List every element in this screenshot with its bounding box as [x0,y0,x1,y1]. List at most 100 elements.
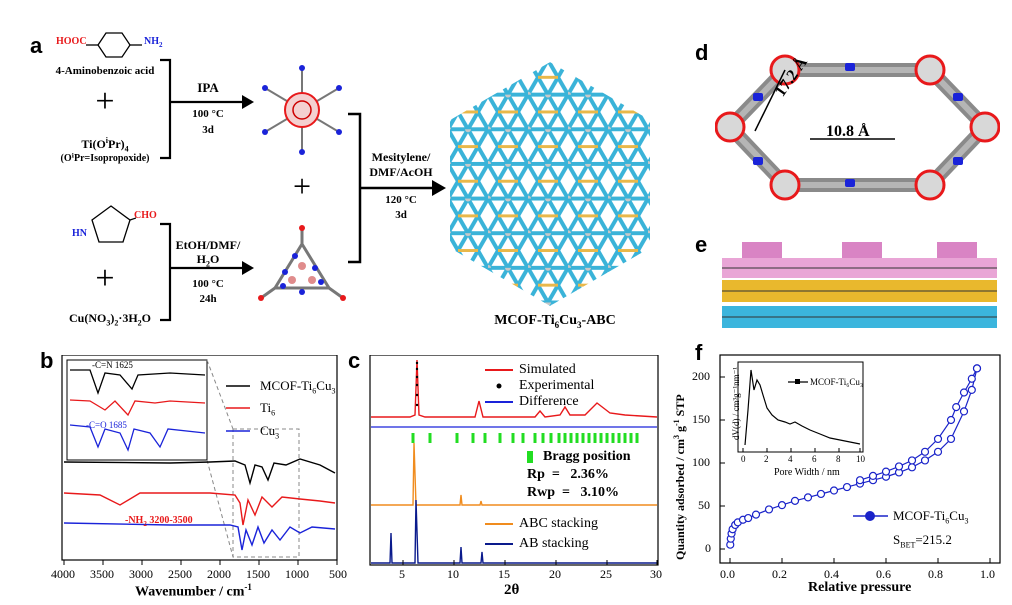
inset-xtick: 8 [836,454,841,464]
cond1-solvent: IPA [197,80,219,95]
ftir-legend-mcof: MCOF-Ti6Cu3 [260,378,336,396]
bet-ytick: 100 [692,455,710,469]
bet-point [829,486,839,495]
ftir-xtick: 500 [329,567,347,581]
aminobenzoic-acid-structure: HOOC NH2 [52,30,172,60]
reaction-arrow-3 [348,112,446,264]
cooh-group: HOOC [56,36,87,47]
bet-ytick: 200 [692,369,710,383]
bet-xlabel: Relative pressure [808,580,912,595]
pxrd-legend-simulated: Simulated [519,362,576,377]
cond2-time: 24h [199,293,217,305]
reaction-arrow-2 [160,222,254,322]
pxrd-legend-difference: Difference [519,394,579,409]
inset-xtick: 6 [812,454,817,464]
pore-structure-image [715,54,1000,201]
bet-point [959,388,969,397]
bet-xtick: 0.6 [876,567,891,581]
inset-ylabel: dV(d) / cm³g⁻¹nm⁻¹ [731,366,741,440]
pxrd-xtick: 30 [650,567,662,581]
bet-point [933,434,943,444]
cond3-temp: 120 °C [385,194,417,206]
bet-point [920,447,930,456]
reaction-arrow-1 [160,58,254,160]
ftir-xtick: 2500 [168,567,192,581]
bet-point [920,456,930,465]
ftir-xtick: 3000 [129,567,153,581]
panel-label-d: d [695,40,709,65]
bragg-position-label: Bragg position [543,449,631,464]
cond3-line1: Mesitylene/ [371,150,431,164]
bet-sbet: SBET=215.2 [893,532,952,550]
bet-point [952,402,961,412]
inset-xtick: 4 [788,454,793,464]
plus-sign-2: + [292,168,312,204]
plus-sign-3: + [95,260,115,297]
panel-label-b: b [40,348,54,373]
ftir-legend-ti6: Ti6 [260,400,276,418]
copper-nitrate-name: Cu(NO3)2·3H2O [68,311,152,328]
pxrd-xlabel: 2θ [504,582,520,598]
bet-legend: MCOF-Ti6Cu3 [893,508,969,526]
cu3-cluster-image [258,225,346,301]
pxrd-legend-experimental: Experimental [519,378,595,393]
bet-xtick: 0.8 [928,567,943,581]
bet-point [946,415,956,425]
bet-point [933,447,943,456]
inset-legend: MCOF-Ti₆Cu₃ [810,377,863,387]
annot-cn: -C=N 1625 [92,360,133,370]
rp-value: Rp = 2.36% [527,467,609,482]
ti6-cluster-image [262,65,342,155]
bet-point [967,385,976,395]
bet-point [816,489,826,499]
pxrd-legend-abc: ABC stacking [519,516,598,531]
pxrd-xtick: 5 [399,567,405,581]
ftir-legend-cu3: Cu3 [260,423,280,441]
panel-label-a: a [30,33,43,58]
annot-co: -C=O 1685 [86,420,127,430]
pyrazole-nh: HN [72,228,87,239]
inset-xtick: 2 [764,454,769,464]
bet-point [751,510,761,519]
bet-point [907,463,917,472]
cond3-time: 3d [395,209,407,221]
inset-xtick: 10 [856,454,865,464]
ftir-xtick: 1000 [285,567,309,581]
ftir-xtick: 3500 [90,567,114,581]
inset-xlabel: Pore Width / nm [774,467,840,478]
bet-chart [719,354,1001,564]
mcof-framework-image [450,62,650,306]
bet-ytick: 0 [705,541,711,555]
pxrd-xtick: 25 [600,567,612,581]
cond2-solvent-2: H2O [196,252,220,269]
bet-point [972,364,982,373]
pyrazole-cho: CHO [134,210,157,221]
bet-point [744,513,753,523]
panel-label-c: c [348,348,361,373]
stacking-layers-image [722,242,997,328]
rwp-value: Rwp = 3.10% [527,485,619,500]
ti-isopropoxide-name: Ti(OiPr)4 [81,136,129,154]
bet-point [868,471,878,481]
bet-point [764,505,774,514]
bet-ylabel: Quantity adsorbed / cm3 g-1 STP [672,394,687,560]
ftir-chart [61,355,338,565]
pxrd-legend-ab: AB stacking [519,536,589,551]
pore-dim-10-8: 10.8 Å [826,123,870,140]
isopropoxide-note: (OⁱPr=Isopropoxide) [60,153,150,164]
cond2-temp: 100 °C [192,278,224,290]
product-name: MCOF-Ti6Cu3-ABC [494,313,616,330]
panel-label-f: f [695,340,703,365]
plus-sign: + [95,83,115,120]
cond1-time: 3d [202,124,214,136]
cond3-line2: DMF/AcOH [369,165,433,179]
ftir-xtick: 4000 [51,567,75,581]
pyrazole-structure: HN CHO [72,200,162,250]
bet-ytick: 50 [698,498,710,512]
pxrd-xtick: 20 [549,567,561,581]
bet-xtick: 1.0 [980,567,995,581]
cond2-solvent-1: EtOH/DMF/ [175,238,241,252]
bet-point [803,493,813,502]
nh2-group: NH2 [144,36,163,49]
inset-xtick: 0 [741,454,746,464]
